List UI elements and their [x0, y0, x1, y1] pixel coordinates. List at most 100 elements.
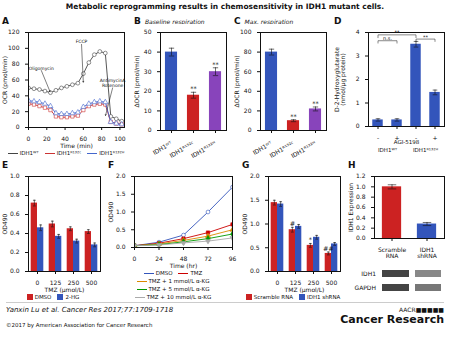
svg-text:40: 40 — [244, 87, 252, 94]
svg-text:ScrambleRNA: ScrambleRNA — [378, 246, 407, 259]
svg-text:-: - — [377, 134, 379, 141]
svg-text:D-2-Hydroxyglutarate(nmol/μg p: D-2-Hydroxyglutarate(nmol/μg protein) — [333, 47, 347, 112]
svg-text:##: ## — [323, 245, 334, 253]
svg-text:1.0: 1.0 — [116, 208, 126, 215]
svg-text:96: 96 — [229, 255, 237, 262]
svg-text:30: 30 — [144, 68, 152, 75]
svg-text:OCR (pmol/min): OCR (pmol/min) — [1, 56, 9, 104]
svg-text:0.8: 0.8 — [10, 191, 20, 198]
svg-text:100: 100 — [8, 44, 20, 51]
svg-text:0.0: 0.0 — [250, 267, 260, 274]
svg-text:1.5: 1.5 — [250, 196, 260, 203]
svg-text:1.0: 1.0 — [356, 183, 366, 190]
svg-text:IDH1ᴿ¹³²ᴴ: IDH1ᴿ¹³²ᴴ — [190, 139, 217, 159]
svg-text:AntimycinARotenone: AntimycinARotenone — [100, 78, 127, 88]
svg-text:IDH1 Expression: IDH1 Expression — [347, 183, 355, 232]
html-text:C Max. respiration: C Max. respiration — [234, 16, 294, 26]
svg-text:500: 500 — [86, 279, 98, 286]
svg-text:0: 0 — [148, 126, 152, 133]
svg-text:0: 0 — [16, 123, 20, 130]
svg-text:40: 40 — [144, 48, 152, 55]
svg-text:1.0: 1.0 — [10, 172, 20, 179]
svg-text:Time (hr): Time (hr) — [169, 262, 198, 269]
svg-text:0.4: 0.4 — [10, 229, 20, 236]
svg-text:4: 4 — [356, 28, 360, 35]
svg-text:TMZ (μmol/L): TMZ (μmol/L) — [44, 286, 85, 294]
svg-text:0: 0 — [248, 126, 252, 133]
svg-text:120: 120 — [8, 28, 20, 35]
svg-text:50: 50 — [144, 28, 152, 35]
svg-text:IDH1ᴿ¹³²ᴴ: IDH1ᴿ¹³²ᴴ — [413, 147, 439, 153]
svg-text:0.5: 0.5 — [250, 244, 260, 251]
svg-text:n.s.: n.s. — [383, 35, 392, 41]
svg-text:80: 80 — [12, 60, 20, 67]
svg-text:1.5: 1.5 — [116, 190, 126, 197]
svg-text:0.6: 0.6 — [356, 203, 366, 210]
svg-text:0: 0 — [276, 279, 280, 286]
svg-text:72: 72 — [204, 255, 212, 262]
svg-text:100: 100 — [240, 28, 252, 35]
svg-text:#: # — [290, 220, 295, 228]
svg-text:1: 1 — [356, 99, 360, 106]
svg-text:IDH1ᵂᵀ: IDH1ᵂᵀ — [378, 147, 398, 153]
svg-text:0: 0 — [133, 255, 137, 262]
svg-text:IDH1ᵂᵀ: IDH1ᵂᵀ — [151, 139, 173, 156]
svg-text:0.6: 0.6 — [10, 210, 20, 217]
svg-text:0.0: 0.0 — [356, 234, 366, 241]
html-text:B Baseline respiration: B Baseline respiration — [134, 16, 205, 26]
svg-text:3: 3 — [356, 52, 360, 59]
svg-text:10: 10 — [144, 107, 152, 114]
svg-text:0.4: 0.4 — [356, 214, 366, 221]
svg-text:TMZ (μmol/L): TMZ (μmol/L) — [284, 286, 325, 294]
svg-text:AGI-5198: AGI-5198 — [394, 139, 420, 145]
svg-text:*: * — [309, 236, 313, 244]
svg-text:500: 500 — [326, 279, 338, 286]
svg-text:20: 20 — [12, 108, 20, 115]
svg-text:80: 80 — [244, 48, 252, 55]
svg-text:IDH1ᴿ¹³²ᶜ: IDH1ᴿ¹³²ᶜ — [168, 139, 195, 159]
svg-text:IDH1ᴿ¹³²ᴴ: IDH1ᴿ¹³²ᴴ — [290, 139, 317, 159]
svg-text:0: 0 — [27, 135, 31, 142]
svg-text:0.2: 0.2 — [10, 248, 20, 255]
svg-text:IDH1shRNA: IDH1shRNA — [417, 246, 438, 259]
svg-text:OD490: OD490 — [241, 213, 248, 234]
svg-text:60: 60 — [244, 68, 252, 75]
svg-text:IDH1ᴿ¹³²ᶜ: IDH1ᴿ¹³²ᶜ — [268, 139, 295, 159]
html-text:Cancer Research: Cancer Research — [340, 313, 444, 326]
html-text:Metabolic reprogramming result: Metabolic reprogramming results in chemo… — [65, 2, 385, 11]
svg-text:100: 100 — [114, 135, 126, 142]
svg-text:1.0: 1.0 — [250, 220, 260, 227]
svg-text:Time (min): Time (min) — [59, 142, 93, 149]
svg-text:OD490: OD490 — [1, 213, 8, 234]
svg-text:0: 0 — [356, 122, 360, 129]
svg-text:**: ** — [190, 85, 197, 93]
svg-text:Oligomycin: Oligomycin — [29, 66, 54, 71]
svg-text:**: ** — [312, 100, 319, 108]
svg-text:60: 60 — [12, 76, 20, 83]
svg-text:**: ** — [290, 113, 297, 121]
svg-text:0.8: 0.8 — [356, 193, 366, 200]
svg-text:2.0: 2.0 — [116, 172, 126, 179]
svg-text:80: 80 — [98, 135, 106, 142]
svg-text:**: ** — [423, 34, 429, 40]
svg-text:40: 40 — [12, 92, 20, 99]
svg-text:0.0: 0.0 — [116, 243, 126, 250]
svg-text:20: 20 — [244, 107, 252, 114]
svg-text:OD490: OD490 — [107, 201, 114, 222]
svg-text:0.2: 0.2 — [356, 224, 366, 231]
svg-text:2: 2 — [356, 75, 360, 82]
svg-text:0.0: 0.0 — [10, 267, 20, 274]
svg-text:20: 20 — [144, 87, 152, 94]
svg-text:ΔOCR (pmol/min): ΔOCR (pmol/min) — [133, 55, 141, 107]
svg-text:ΔOCR (pmol/min): ΔOCR (pmol/min) — [233, 55, 241, 107]
svg-text:0: 0 — [36, 279, 40, 286]
svg-text:**: ** — [212, 61, 219, 69]
svg-text:+: + — [432, 134, 437, 141]
svg-text:FCCP: FCCP — [76, 39, 88, 44]
svg-text:2.0: 2.0 — [250, 172, 260, 179]
svg-text:IDH1ᵂᵀ: IDH1ᵂᵀ — [251, 139, 273, 156]
svg-text:1.2: 1.2 — [356, 172, 366, 179]
svg-text:0.5: 0.5 — [116, 226, 126, 233]
svg-text:20: 20 — [43, 135, 51, 142]
svg-text:24: 24 — [155, 255, 163, 262]
